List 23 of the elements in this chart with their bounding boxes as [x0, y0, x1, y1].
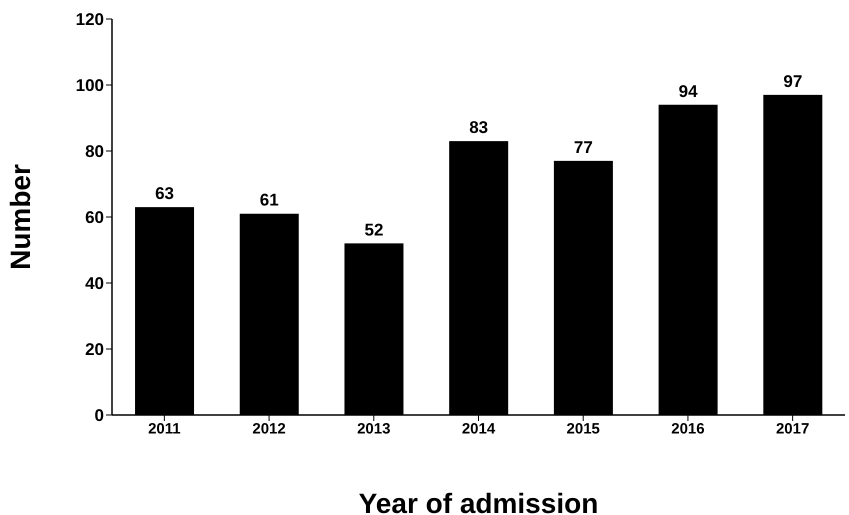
data-label: 52 — [364, 220, 384, 240]
y-tick-label: 0 — [94, 406, 104, 426]
x-tick-label: 2016 — [671, 420, 705, 438]
x-tick-label: 2014 — [462, 420, 496, 438]
x-tick-label: 2013 — [357, 420, 390, 438]
data-label: 61 — [260, 190, 279, 210]
y-tick-label: 100 — [76, 76, 104, 96]
x-tick-label: 2015 — [566, 420, 600, 438]
y-tick-label: 60 — [85, 208, 104, 228]
data-label: 77 — [574, 138, 593, 157]
x-tick-label: 2012 — [252, 420, 286, 438]
data-label: 94 — [678, 82, 698, 101]
x-axis-title: Year of admission — [358, 488, 598, 515]
x-tick-label: 2011 — [148, 420, 181, 438]
y-tick-label: 40 — [85, 274, 104, 294]
y-tick-label: 80 — [85, 142, 104, 162]
data-label: 63 — [155, 184, 174, 204]
data-label: 97 — [783, 72, 802, 91]
y-tick-label: 20 — [85, 340, 104, 360]
data-label: 83 — [469, 118, 488, 138]
x-tick-label: 2017 — [776, 420, 810, 438]
y-axis-title: Number — [4, 164, 36, 270]
y-tick-label: 120 — [76, 10, 104, 30]
